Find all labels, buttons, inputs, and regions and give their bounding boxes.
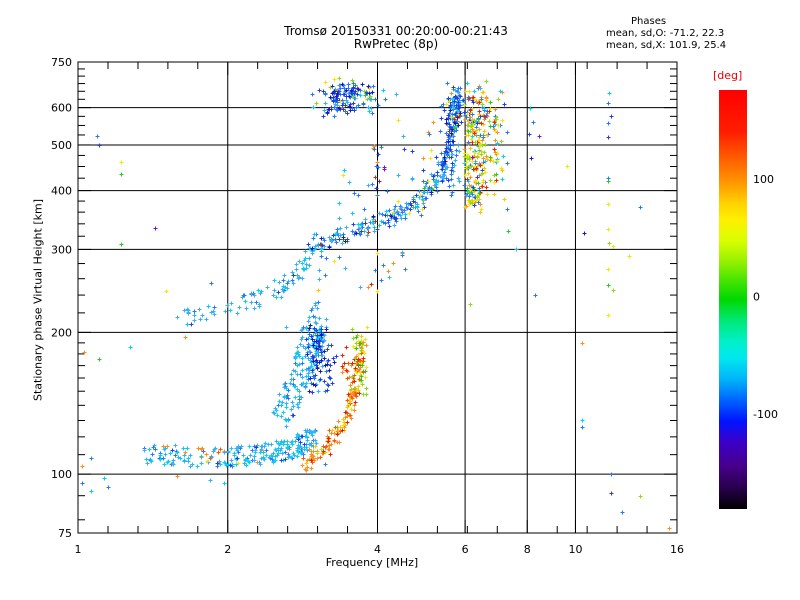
phases-mean-sd-o-line: mean, sd,O: -71.2, 22.3 bbox=[606, 28, 725, 39]
phases-mean-sd-x-line: mean, sd,X: 101.9, 25.4 bbox=[606, 40, 727, 51]
y-tick-label: 200 bbox=[51, 326, 72, 339]
y-tick-label: 300 bbox=[51, 243, 72, 256]
scatter-marker-group bbox=[97, 93, 611, 383]
grid-lines bbox=[78, 62, 677, 533]
scatter-marker-group bbox=[80, 84, 672, 531]
scatter-points bbox=[80, 76, 672, 531]
y-tick-label: 75 bbox=[58, 527, 72, 540]
y-tick-label: 400 bbox=[51, 185, 72, 198]
colorbar-tick-label: 0 bbox=[753, 291, 760, 304]
scatter-marker-group bbox=[305, 82, 587, 394]
x-tick-label: 8 bbox=[524, 543, 531, 556]
colorbar-unit-label: [deg] bbox=[713, 69, 743, 82]
scatter-marker-group bbox=[142, 83, 519, 483]
y-tick-label: 100 bbox=[51, 468, 72, 481]
x-tick-label: 6 bbox=[462, 543, 469, 556]
scatter-marker-group bbox=[304, 89, 507, 466]
phases-stats-header: Phases bbox=[631, 16, 667, 27]
y-tick-label: 600 bbox=[51, 102, 72, 115]
colorbar-tick-label: -100 bbox=[753, 408, 778, 421]
scatter-marker-group bbox=[153, 134, 542, 231]
scatter-marker-group bbox=[119, 77, 632, 466]
y-tick-label: 750 bbox=[51, 56, 72, 69]
x-tick-label: 10 bbox=[568, 543, 582, 556]
x-tick-label: 4 bbox=[374, 543, 381, 556]
scatter-marker-group bbox=[97, 85, 614, 496]
scatter-marker-group bbox=[309, 95, 499, 463]
x-axis-label: Frequency [MHz] bbox=[325, 556, 419, 569]
colorbar bbox=[719, 90, 747, 509]
y-axis-label: Stationary phase Virtual Height [km] bbox=[31, 198, 45, 402]
colorbar-tick-label: 100 bbox=[753, 173, 774, 186]
y-tick-label: 500 bbox=[51, 139, 72, 152]
plot-title: Tromsø 20150331 00:20:00-00:21:43 bbox=[284, 24, 508, 38]
tick-labels: 1 2 4 6 8 10 16 75 100 200 300 400 500 600 750 100 0 -100 bbox=[51, 56, 778, 556]
scatter-marker-group bbox=[89, 81, 612, 494]
x-tick-label: 2 bbox=[224, 543, 231, 556]
plot-subtitle: RwPretec (8p) bbox=[353, 37, 439, 51]
x-tick-label: 1 bbox=[75, 543, 82, 556]
plot-frame bbox=[77, 61, 678, 534]
x-tick-label: 16 bbox=[670, 543, 684, 556]
